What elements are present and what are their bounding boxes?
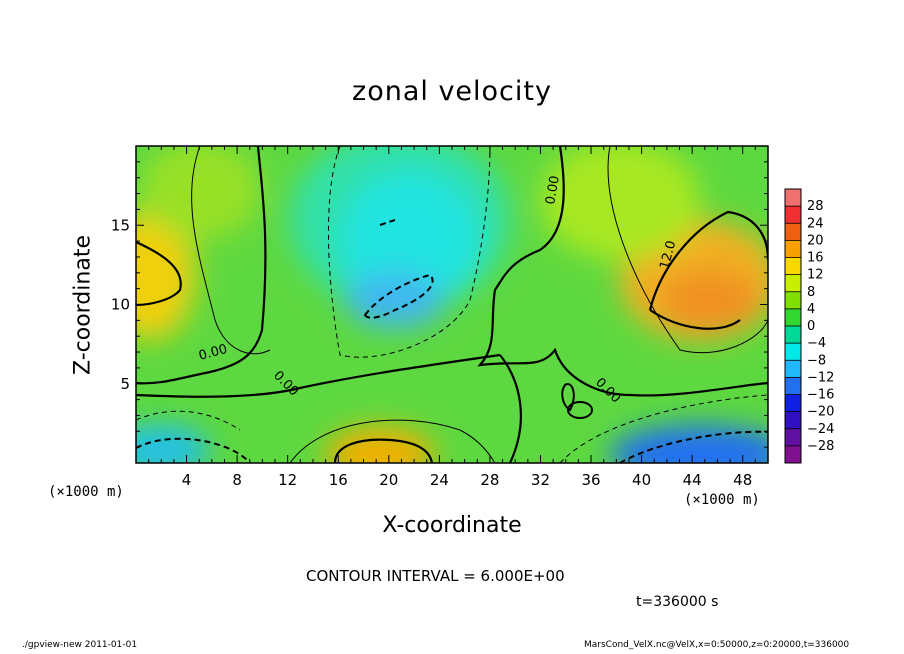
heatmap-field: 0.00 0.00 0.00 0.00 12.0	[136, 146, 768, 463]
colorbar-label: 28	[807, 199, 824, 214]
y-tick-label: 10	[111, 296, 130, 314]
colorbar-label: −16	[807, 388, 834, 403]
colorbar-segment	[785, 360, 801, 378]
region-positive-upper-left	[140, 146, 260, 240]
colorbar-segment	[785, 206, 801, 224]
region-positive-left	[136, 210, 195, 340]
x-tick-label: 28	[480, 471, 499, 489]
x-tick-label: 44	[683, 471, 702, 489]
contour-minus6	[327, 146, 491, 358]
colorbar-segment	[785, 428, 801, 447]
colorbar-label: −4	[807, 336, 826, 351]
contour-12-right-bottom	[649, 309, 741, 330]
contour-minus6-bottom-left	[136, 410, 241, 431]
contour-zero-middle	[136, 353, 522, 463]
region-positive-right-core	[660, 270, 760, 330]
colorbar-segment	[785, 189, 801, 207]
colorbar-label: 12	[807, 268, 824, 283]
colorbar-segment	[785, 394, 801, 413]
x-tick-label: 40	[632, 471, 651, 489]
y-tick-label: 15	[111, 216, 130, 234]
colorbar-segment	[785, 308, 801, 327]
region-positive-bottom	[325, 427, 435, 463]
x-axis-unit-label: (×1000 m)	[684, 492, 760, 508]
chart-title: zonal velocity	[352, 76, 552, 107]
footer-right: MarsCond_VelX.nc@VelX,x=0:50000,z=0:2000…	[584, 640, 850, 650]
colorbar-label: 20	[807, 233, 824, 248]
colorbar: 28 24 20 16 12 8 4 0 −4 −8 −12 −16 −20 −24 −28	[784, 188, 834, 464]
contour-lines	[136, 146, 768, 463]
y-tick-label: 5	[120, 375, 130, 393]
contour-zero-right	[477, 146, 768, 397]
contour-interval-label: CONTOUR INTERVAL = 6.000E+00	[306, 567, 565, 585]
colorbar-segment	[785, 326, 801, 344]
colorbar-segment	[785, 445, 801, 464]
x-tick-label: 4	[182, 471, 192, 489]
colorbar-label: −24	[807, 422, 834, 437]
contour-zero-loop	[567, 401, 593, 419]
colorbar-segment	[785, 223, 801, 241]
colorbar-segment	[785, 291, 801, 310]
y-axis-unit-label: (×1000 m)	[48, 484, 124, 500]
contour-minus12-small	[379, 219, 396, 226]
colorbar-segment	[785, 274, 801, 293]
contour-12-left	[136, 240, 182, 307]
colorbar-segment	[785, 343, 801, 361]
contour-minus12-core	[363, 273, 434, 319]
colorbar-segment	[785, 377, 801, 395]
colorbar-label: −12	[807, 370, 834, 385]
contour-label: 12.0	[657, 239, 679, 271]
colorbar-label: 4	[807, 302, 815, 317]
colorbar-label: 0	[807, 319, 815, 334]
region-negative-bottom-left	[136, 425, 210, 463]
contour-zero-loop2	[561, 383, 575, 412]
x-tick-label: 20	[379, 471, 398, 489]
colorbar-segment	[785, 411, 801, 430]
contour-label: 0.00	[543, 175, 563, 206]
x-tick-label: 48	[733, 471, 752, 489]
contour-labels: 0.00 0.00 0.00 0.00 12.0	[197, 175, 679, 407]
contour-6-right	[607, 146, 768, 354]
contour-6-bottom	[289, 419, 496, 463]
colorbar-segment	[785, 257, 801, 276]
colorbar-label: −20	[807, 405, 834, 420]
x-axis-ticks: 4 8 12 16 20 24 28 32 36 40 44 48	[148, 146, 756, 489]
x-axis-label-text: X-coordinate	[382, 513, 522, 538]
x-tick-label: 32	[531, 471, 550, 489]
colorbar-label: 16	[807, 251, 824, 266]
x-tick-label: 36	[581, 471, 600, 489]
region-negative-core	[345, 272, 445, 328]
time-label: t=336000 s	[636, 594, 719, 610]
contour-zero-left	[136, 146, 267, 385]
x-tick-label: 24	[430, 471, 449, 489]
x-axis-label: X-coordinate	[0, 513, 904, 538]
region-positive-upper-right	[540, 146, 700, 260]
x-tick-label: 12	[278, 471, 297, 489]
contour-label: 0.00	[197, 342, 229, 364]
colorbar-label: 8	[807, 285, 815, 300]
contour-6-left	[191, 146, 271, 355]
x-tick-label: 16	[329, 471, 348, 489]
colorbar-label: −8	[807, 353, 826, 368]
colorbar-label: −28	[807, 439, 834, 454]
region-negative-bottom-right	[610, 425, 768, 463]
contour-12-bottom	[333, 438, 434, 463]
footer-left: ./gpview-new 2011-01-01	[22, 640, 138, 650]
x-tick-label: 8	[232, 471, 242, 489]
contour-12-right	[648, 210, 768, 311]
y-axis-ticks: 5 10 15	[111, 161, 768, 448]
colorbar-label: 24	[807, 216, 824, 231]
colorbar-segment	[785, 240, 801, 258]
contour-minus12-bottom-left	[136, 437, 251, 463]
